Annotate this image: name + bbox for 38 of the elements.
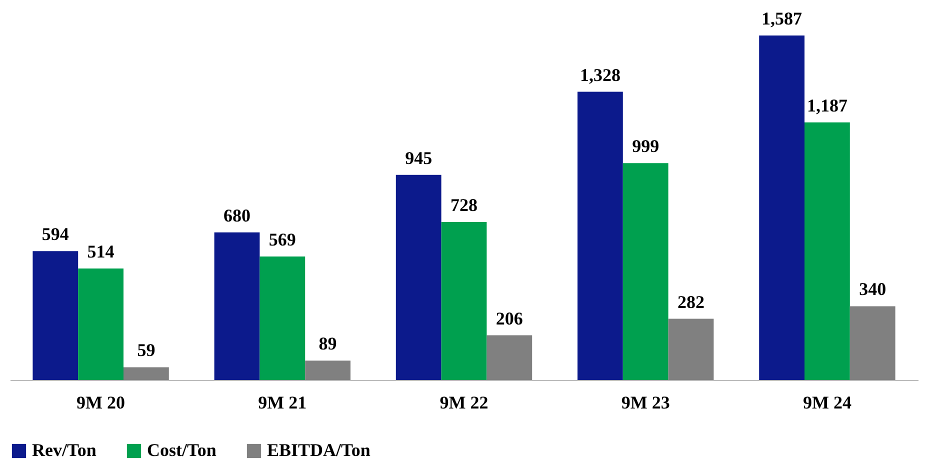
data-label: 999 bbox=[632, 136, 660, 156]
data-label: 728 bbox=[450, 194, 478, 215]
data-label: 514 bbox=[87, 241, 114, 262]
data-label: 945 bbox=[405, 148, 432, 168]
data-label: 1,328 bbox=[580, 64, 620, 85]
data-label: 282 bbox=[678, 292, 704, 312]
bar bbox=[668, 318, 714, 380]
legend-label: Cost/Ton bbox=[147, 440, 216, 460]
data-label: 680 bbox=[224, 205, 250, 226]
bar bbox=[622, 163, 668, 380]
x-tick-label: 9M 23 bbox=[621, 392, 670, 412]
bar bbox=[78, 268, 124, 380]
data-label: 206 bbox=[496, 308, 523, 328]
bar bbox=[396, 174, 442, 380]
bar bbox=[441, 222, 487, 380]
x-tick-label: 9M 22 bbox=[440, 392, 488, 412]
bar bbox=[260, 256, 306, 380]
legend-label: EBITDA/Ton bbox=[267, 440, 370, 460]
bar bbox=[305, 360, 350, 380]
data-label: 594 bbox=[42, 224, 69, 244]
bar bbox=[850, 306, 896, 380]
x-tick-label: 9M 20 bbox=[76, 392, 126, 412]
x-tick-label: 9M 21 bbox=[258, 392, 307, 412]
data-label: 1,187 bbox=[806, 95, 848, 116]
data-label: 1,587 bbox=[762, 8, 802, 29]
bar bbox=[578, 92, 623, 380]
x-tick-label: 9M 24 bbox=[802, 392, 852, 412]
data-label: 340 bbox=[859, 279, 886, 300]
data-label: 59 bbox=[137, 340, 156, 360]
data-label: 89 bbox=[318, 334, 337, 354]
bar bbox=[759, 36, 804, 380]
data-label: 569 bbox=[268, 230, 296, 250]
bar bbox=[804, 122, 850, 380]
legend-label: Rev/Ton bbox=[32, 440, 96, 460]
bar bbox=[32, 251, 78, 380]
bar bbox=[214, 232, 260, 380]
bar bbox=[486, 335, 532, 380]
bar bbox=[124, 367, 169, 380]
